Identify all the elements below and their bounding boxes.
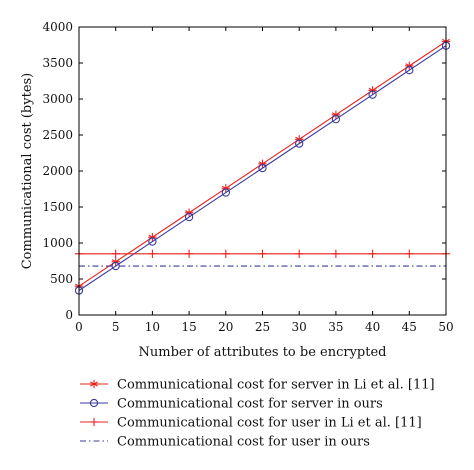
x-axis-label: Number of attributes to be encrypted (139, 345, 387, 360)
asterisk-marker (89, 379, 99, 389)
plus-marker (184, 249, 194, 258)
plus-marker (148, 249, 157, 258)
plot-frame (78, 26, 447, 316)
x-tick-label: 0 (75, 320, 83, 334)
circle-marker (111, 261, 120, 271)
legend-label: Communicational cost for user in ours (117, 435, 370, 450)
legend-label: Communicational cost for server in ours (117, 397, 383, 412)
circle-marker (405, 66, 414, 75)
circle-marker (89, 398, 99, 408)
y-tick-label: 1000 (42, 236, 73, 250)
circle-marker (221, 188, 230, 197)
circle-marker (331, 115, 341, 124)
y-tick-label: 3000 (42, 92, 73, 106)
x-tick-label: 35 (328, 320, 343, 334)
x-tick-label: 15 (181, 320, 196, 334)
y-axis-label: Communicational cost (bytes) (20, 73, 35, 270)
series-line (78, 45, 447, 291)
x-tick-label: 40 (365, 320, 380, 334)
y-tick-label: 1500 (42, 200, 73, 214)
y-tick-label: 4000 (42, 20, 73, 34)
circle-marker (258, 163, 267, 173)
x-tick-label: 45 (402, 320, 417, 334)
y-tick-label: 2000 (42, 164, 73, 178)
y-tick-label: 500 (50, 272, 73, 286)
legend-label: Communicational cost for server in Li et… (117, 378, 435, 393)
x-tick-label: 5 (112, 320, 120, 334)
x-tick-label: 50 (438, 320, 453, 334)
legend-entry-4: Communicational cost for user in ours (80, 435, 370, 450)
plus-marker (368, 249, 377, 258)
legend-label: Communicational cost for user in Li et a… (117, 416, 422, 431)
plus-marker (89, 417, 99, 427)
plus-marker (295, 249, 304, 258)
circle-marker (368, 90, 377, 99)
legend-entry-2: Communicational cost for server in ours (80, 397, 383, 412)
legend: Communicational cost for server in Li et… (80, 378, 435, 450)
plus-marker (111, 249, 120, 258)
legend-entry-1: Communicational cost for server in Li et… (80, 378, 435, 393)
x-tick-label: 10 (145, 320, 160, 334)
plus-marker (331, 249, 341, 258)
series-group (74, 37, 451, 295)
x-tick-label: 20 (218, 320, 233, 334)
circle-marker (148, 237, 157, 246)
plus-marker (221, 249, 230, 258)
circle-marker (184, 212, 194, 222)
plus-marker (405, 249, 414, 258)
axis-ticks: 0 5 10 15 20 25 30 35 40 45 5005001000150020002500… (42, 20, 453, 334)
y-tick-label: 2500 (42, 128, 73, 142)
legend-entry-3: Communicational cost for user in Li et a… (80, 416, 422, 431)
plus-marker (258, 249, 267, 258)
circle-marker (295, 139, 304, 148)
x-tick-label: 25 (255, 320, 270, 334)
y-tick-label: 3500 (42, 56, 73, 70)
y-tick-label: 0 (65, 308, 73, 322)
x-tick-label: 30 (292, 320, 307, 334)
